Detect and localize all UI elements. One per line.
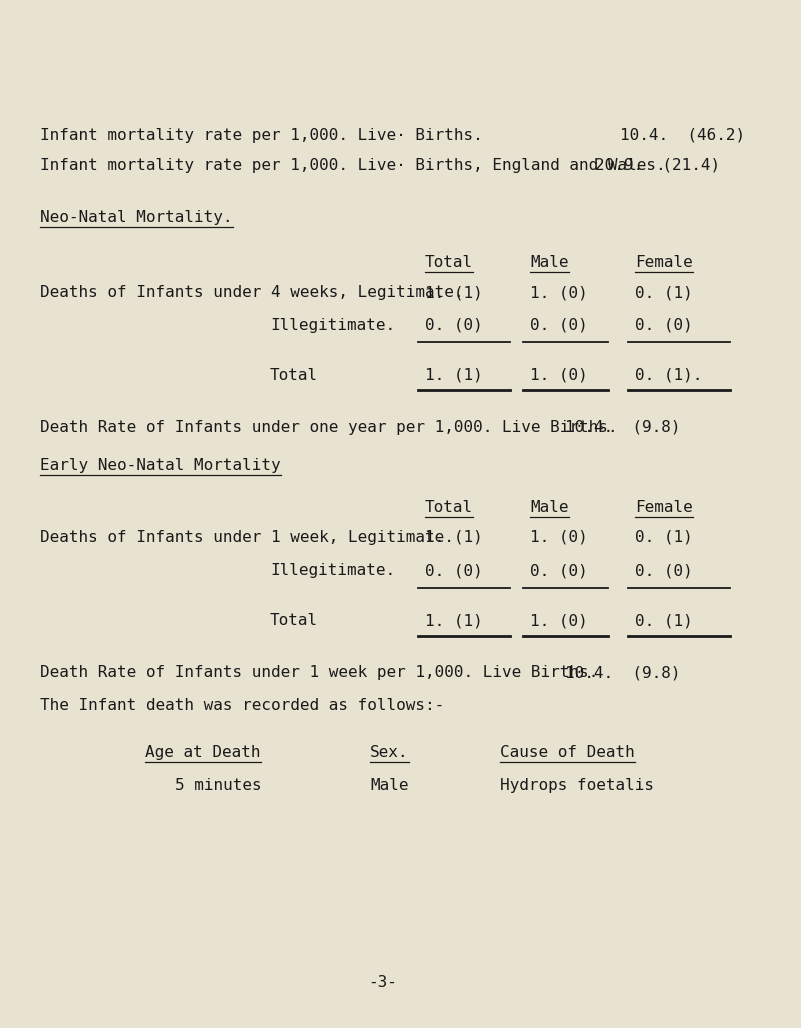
Text: Neo-Natal Mortality.: Neo-Natal Mortality.: [40, 210, 232, 225]
Text: Sex.: Sex.: [370, 745, 409, 760]
Text: 1. (1): 1. (1): [425, 613, 483, 628]
Text: Total: Total: [425, 255, 473, 270]
Text: 1. (1): 1. (1): [425, 530, 483, 545]
Text: 0. (1): 0. (1): [635, 530, 693, 545]
Text: 0. (0): 0. (0): [635, 563, 693, 578]
Text: 0. (0): 0. (0): [530, 563, 588, 578]
Text: Female: Female: [635, 500, 693, 515]
Text: 10.4.  (9.8): 10.4. (9.8): [565, 420, 681, 435]
Text: Male: Male: [530, 500, 569, 515]
Text: 0. (0): 0. (0): [425, 563, 483, 578]
Text: Death Rate of Infants under one year per 1,000. Live Births.: Death Rate of Infants under one year per…: [40, 420, 618, 435]
Text: 0. (0): 0. (0): [530, 318, 588, 333]
Text: 20.9.  (21.4): 20.9. (21.4): [595, 158, 720, 173]
Text: 0. (1): 0. (1): [635, 285, 693, 300]
Text: 1. (0): 1. (0): [530, 285, 588, 300]
Text: Early Neo-Natal Mortality: Early Neo-Natal Mortality: [40, 458, 280, 473]
Text: 5 minutes: 5 minutes: [175, 778, 262, 793]
Text: Deaths of Infants under 4 weeks, Legitimate.: Deaths of Infants under 4 weeks, Legitim…: [40, 285, 464, 300]
Text: 1. (0): 1. (0): [530, 530, 588, 545]
Text: Female: Female: [635, 255, 693, 270]
Text: 0. (1): 0. (1): [635, 613, 693, 628]
Text: Male: Male: [530, 255, 569, 270]
Text: Total: Total: [270, 613, 318, 628]
Text: Illegitimate.: Illegitimate.: [270, 318, 395, 333]
Text: 0. (0): 0. (0): [635, 318, 693, 333]
Text: Total: Total: [425, 500, 473, 515]
Text: Total: Total: [270, 368, 318, 383]
Text: 0. (0): 0. (0): [425, 318, 483, 333]
Text: Infant mortality rate per 1,000. Live· Births.: Infant mortality rate per 1,000. Live· B…: [40, 128, 483, 143]
Text: 1. (0): 1. (0): [530, 613, 588, 628]
Text: Cause of Death: Cause of Death: [500, 745, 634, 760]
Text: 1. (1): 1. (1): [425, 368, 483, 383]
Text: Age at Death: Age at Death: [145, 745, 260, 760]
Text: Hydrops foetalis: Hydrops foetalis: [500, 778, 654, 793]
Text: 1. (0): 1. (0): [530, 368, 588, 383]
Text: 1. (1): 1. (1): [425, 285, 483, 300]
Text: 10.4.  (46.2): 10.4. (46.2): [620, 128, 745, 143]
Text: Deaths of Infants under 1 week, Legitimate.: Deaths of Infants under 1 week, Legitima…: [40, 530, 454, 545]
Text: Infant mortality rate per 1,000. Live· Births, England and Wales.: Infant mortality rate per 1,000. Live· B…: [40, 158, 666, 173]
Text: 0. (1).: 0. (1).: [635, 368, 702, 383]
Text: Male: Male: [370, 778, 409, 793]
Text: Illegitimate.: Illegitimate.: [270, 563, 395, 578]
Text: Death Rate of Infants under 1 week per 1,000. Live Births.: Death Rate of Infants under 1 week per 1…: [40, 665, 598, 680]
Text: 10.4.  (9.8): 10.4. (9.8): [565, 665, 681, 680]
Text: -3-: -3-: [368, 975, 396, 990]
Text: The Infant death was recorded as follows:-: The Infant death was recorded as follows…: [40, 698, 445, 713]
